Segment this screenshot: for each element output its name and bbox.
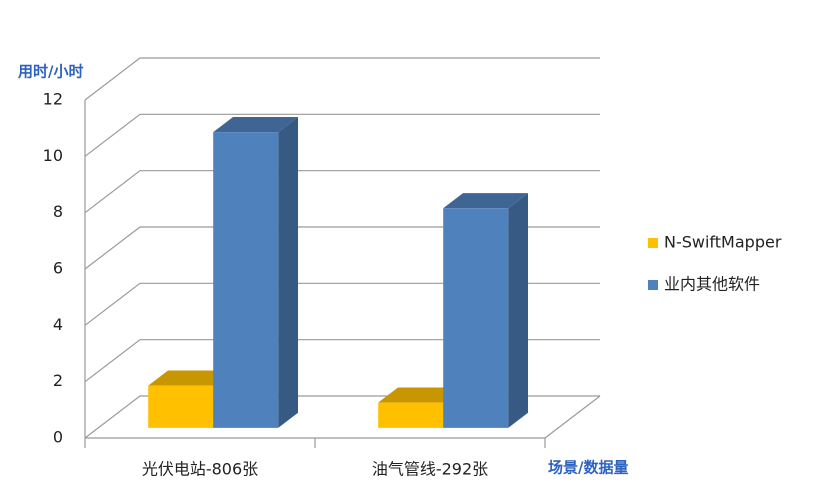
- y-tick-label: 2: [53, 371, 63, 390]
- y-tick-label: 4: [53, 315, 63, 334]
- x-tick-label: 光伏电站-806张: [142, 460, 258, 479]
- bar-top: [378, 387, 463, 403]
- y-tick-label: 12: [43, 90, 63, 109]
- grid-line: [84, 57, 600, 101]
- bar: [443, 193, 528, 428]
- y-tick-label: 6: [53, 259, 63, 278]
- grid-line: [84, 170, 600, 214]
- legend-label: N-SwiftMapper: [664, 233, 782, 252]
- y-tick-label: 10: [43, 146, 63, 165]
- bar-front: [378, 402, 444, 428]
- x-tick-label: 油气管线-292张: [372, 460, 488, 479]
- legend-swatch: [648, 280, 658, 290]
- bar-top: [443, 193, 528, 209]
- bar-side: [508, 193, 528, 428]
- bar-front: [148, 385, 214, 428]
- legend-swatch: [648, 238, 658, 248]
- bar-front: [213, 132, 279, 428]
- bar-top: [148, 370, 233, 386]
- y-tick-label: 0: [53, 428, 63, 447]
- bar-top: [213, 117, 298, 133]
- legend-label: 业内其他软件: [664, 275, 760, 294]
- bar-side: [278, 117, 298, 428]
- y-axis-label: 用时/小时: [18, 63, 83, 81]
- grid-line: [84, 113, 600, 157]
- bar-front: [443, 208, 509, 428]
- y-tick-label: 8: [53, 202, 63, 221]
- x-axis-label: 场景/数据量: [548, 459, 628, 477]
- bar: [213, 117, 298, 428]
